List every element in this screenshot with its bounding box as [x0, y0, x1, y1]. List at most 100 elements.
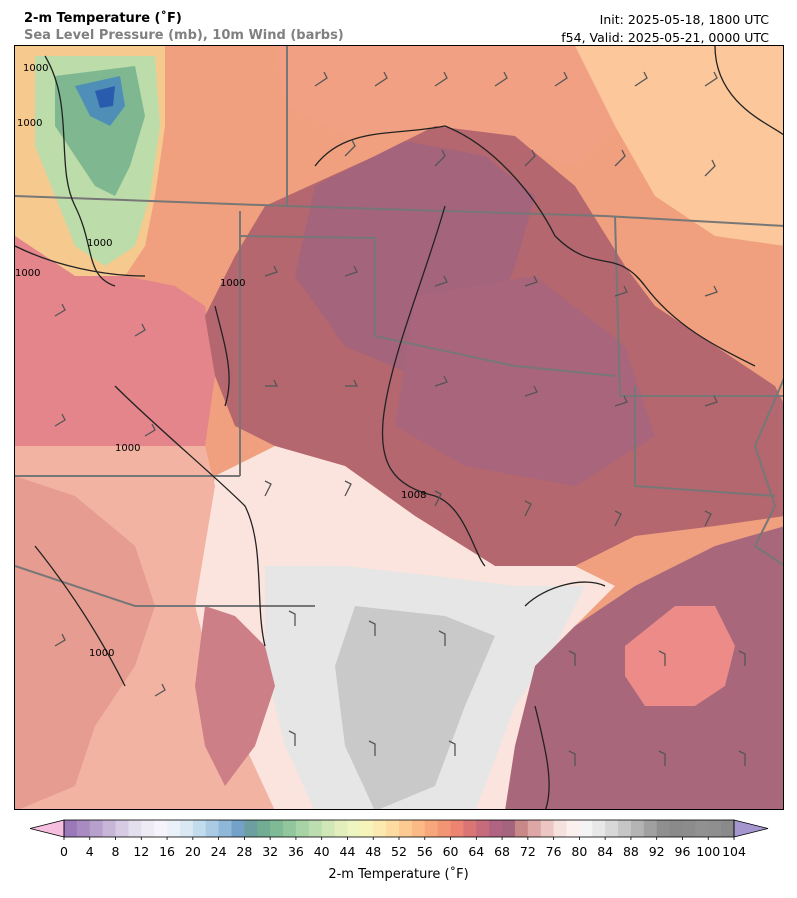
colorbar-swatch — [89, 820, 104, 837]
colorbar-swatch — [179, 820, 194, 837]
run-info: Init: 2025-05-18, 1800 UTC f54, Valid: 2… — [561, 11, 769, 47]
colorbar-swatch — [553, 820, 567, 837]
colorbar-swatch — [205, 820, 220, 837]
colorbar-tick-label: 104 — [722, 844, 746, 859]
isobar-label: 1000 — [17, 118, 42, 129]
init-time: Init: 2025-05-18, 1800 UTC — [599, 12, 769, 27]
colorbar-tick-label: 68 — [494, 844, 511, 859]
colorbar-swatch — [244, 820, 258, 837]
colorbar-swatch — [424, 820, 439, 837]
colorbar-tick-label: 20 — [184, 844, 201, 859]
colorbar-svg — [29, 819, 769, 840]
colorbar-swatch — [450, 820, 464, 837]
colorbar-tick-label: 12 — [133, 844, 150, 859]
colorbar-tick-label: 44 — [339, 844, 356, 859]
colorbar-swatch — [321, 820, 336, 837]
colorbar-under-arrow — [29, 819, 65, 838]
colorbar-swatch — [514, 820, 529, 837]
colorbar-swatch — [630, 820, 645, 837]
colorbar-swatch — [399, 820, 413, 837]
colorbar-swatch — [463, 820, 477, 837]
desert-hot — [15, 476, 155, 809]
colorbar-swatch — [360, 820, 374, 837]
colorbar-swatch — [257, 820, 271, 837]
colorbar-tick-label: 76 — [545, 844, 562, 859]
colorbar-swatch — [592, 820, 606, 837]
colorbar-tick-label: 88 — [622, 844, 639, 859]
colorbar-tick-label: 80 — [571, 844, 588, 859]
colorbar-tick-label: 64 — [468, 844, 485, 859]
isobar-label: 1008 — [401, 490, 426, 501]
colorbar-swatch — [579, 820, 593, 837]
colorbar-swatch — [115, 820, 129, 837]
wind-barbs — [54, 71, 746, 766]
isobar-label: 1000 — [87, 238, 112, 249]
title-main: 2-m Temperature (˚F) — [24, 11, 182, 26]
isobars — [15, 46, 783, 809]
colorbar-swatch — [411, 820, 426, 837]
warm-zone-ne — [575, 46, 783, 246]
colorbar-tick-label: 16 — [159, 844, 176, 859]
colorbar-swatch — [489, 820, 503, 837]
colorbar-label: 2-m Temperature (˚F) — [328, 867, 469, 882]
colorbar-swatch — [708, 820, 722, 837]
colorbar-swatch — [64, 820, 78, 837]
colorbar-swatch — [283, 820, 297, 837]
colorbar-swatch — [643, 820, 658, 837]
colorbar-tick-label: 60 — [442, 844, 459, 859]
colorbar-tick-label: 4 — [85, 844, 94, 859]
colorbar — [29, 818, 770, 844]
title-subtitle: Sea Level Pressure (mb), 10m Wind (barbs… — [24, 28, 344, 43]
colorbar-over-arrow — [733, 819, 769, 838]
colorbar-swatch — [76, 820, 91, 837]
colorbar-swatch — [656, 820, 671, 837]
colorbar-tick-label: 24 — [210, 844, 227, 859]
gulf-warm-patch — [625, 606, 735, 706]
colorbar-swatch — [231, 820, 245, 837]
colorbar-swatch — [218, 820, 232, 837]
colorbar-swatch — [618, 820, 632, 837]
colorbar-swatch — [295, 820, 310, 837]
hot-zone-core-2 — [395, 276, 655, 486]
colorbar-swatch — [373, 820, 387, 837]
colorbar-swatch — [167, 820, 181, 837]
colorbar-swatch — [308, 820, 323, 837]
colorbar-swatch — [540, 820, 555, 837]
isobar-label: 1000 — [23, 63, 48, 74]
colorbar-tick-label: 32 — [262, 844, 279, 859]
isobar-label: 1000 — [89, 648, 114, 659]
colorbar-swatch — [154, 820, 168, 837]
state-boundaries — [15, 46, 783, 607]
isobar-label: 1000 — [15, 268, 40, 279]
colorbar-tick-label: 28 — [236, 844, 253, 859]
hot-zone-west — [15, 236, 215, 446]
mountain-peak-cold — [95, 86, 115, 108]
colorbar-swatch — [669, 820, 683, 837]
colorbar-swatch — [695, 820, 709, 837]
colorbar-tick-label: 100 — [696, 844, 721, 859]
colorbar-swatch — [128, 820, 142, 837]
colorbar-tick-label: 40 — [313, 844, 330, 859]
isobar-label: 1000 — [220, 278, 245, 289]
colorbar-tick-label: 0 — [60, 844, 68, 859]
colorbar-swatch — [347, 820, 361, 837]
plot-title: 2-m Temperature (˚F) Sea Level Pressure … — [24, 10, 344, 44]
colorbar-swatch — [437, 820, 452, 837]
colorbar-swatch — [102, 820, 117, 837]
colorbar-swatch — [334, 820, 348, 837]
isobar-label: 1000 — [115, 443, 140, 454]
warm-zone-n — [275, 46, 615, 166]
colorbar-swatch — [682, 820, 696, 837]
desert-range — [195, 606, 275, 786]
colorbar-tick-label: 92 — [648, 844, 665, 859]
colorbar-tick-label: 72 — [519, 844, 536, 859]
colorbar-tick-label: 96 — [674, 844, 691, 859]
colorbar-swatch — [476, 820, 490, 837]
valid-time: f54, Valid: 2025-05-21, 0000 UTC — [561, 30, 769, 45]
colorbar-swatch — [141, 820, 155, 837]
colorbar-tick-label: 36 — [287, 844, 304, 859]
colorbar-swatch — [270, 820, 284, 837]
colorbar-swatch — [527, 820, 542, 837]
isobar-labels: 1000 1000 1000 1000 1000 1000 1000 1008 — [15, 63, 426, 659]
colorbar-tick-label: 84 — [597, 844, 614, 859]
